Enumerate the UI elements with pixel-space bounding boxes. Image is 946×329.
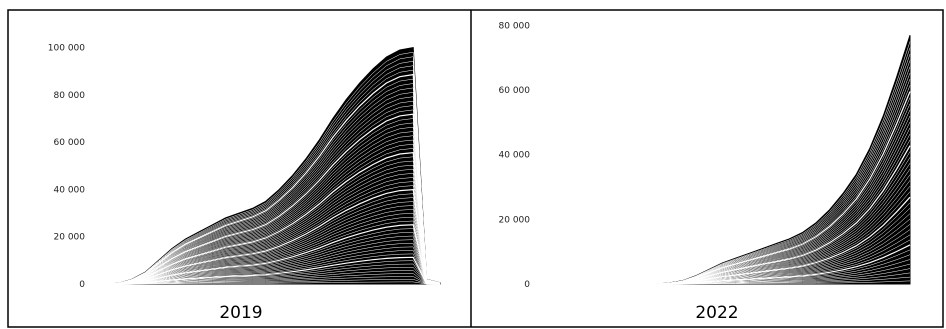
series-boundary-16 <box>104 232 441 285</box>
y-tick-label: 20 000 <box>499 215 531 225</box>
series-boundary-36 <box>104 151 441 285</box>
series-boundary-47 <box>104 105 441 285</box>
y-tick-label: 60 000 <box>499 86 531 96</box>
series-boundary-44 <box>575 41 911 285</box>
series-boundary-49 <box>104 96 441 285</box>
series-boundary-5 <box>105 270 441 285</box>
series-boundary-10 <box>104 253 441 285</box>
series-boundary-51 <box>104 87 441 285</box>
series-boundary-32 <box>104 169 441 285</box>
y-tick-label: 80 000 <box>54 91 86 101</box>
series-boundary-6 <box>104 267 441 285</box>
series-boundary-30 <box>104 177 441 285</box>
series-boundary-29 <box>104 181 441 285</box>
y-tick-label: 40 000 <box>499 151 531 161</box>
series-boundary-40 <box>104 135 441 285</box>
series-boundary-12 <box>104 246 441 285</box>
y-tick-label: 0 <box>524 280 530 290</box>
series-boundary-1 <box>105 281 440 285</box>
series-boundary-58 <box>104 56 441 285</box>
series-boundary-57 <box>104 60 441 285</box>
y-axis-ticks: 0 20 000 40 000 60 000 80 000 100 000 <box>48 44 85 290</box>
series-boundary-33 <box>104 164 441 285</box>
series-boundary-9 <box>104 256 441 285</box>
series-boundary-27 <box>104 188 441 285</box>
series-boundary-46 <box>104 109 441 285</box>
panel-title: 2022 <box>695 303 738 323</box>
y-tick-label: 60 000 <box>54 138 86 148</box>
series-boundary-20 <box>104 216 441 285</box>
series-boundary-24 <box>104 201 441 285</box>
series-boundary-13 <box>104 243 441 285</box>
panel-title: 2019 <box>219 303 262 323</box>
series-boundary-42 <box>104 126 441 285</box>
series-boundary-39 <box>104 139 441 285</box>
series-boundary-48 <box>104 100 441 285</box>
series-boundary-52 <box>104 83 441 285</box>
series-boundary-23 <box>104 205 441 285</box>
series-boundary-54 <box>104 73 441 285</box>
series-boundary-55 <box>104 69 441 285</box>
series-boundary-14 <box>104 239 441 285</box>
y-axis-ticks: 0 20 000 40 000 60 000 80 000 <box>499 22 531 291</box>
series-boundary-19 <box>104 220 441 285</box>
series-boundary-28 <box>104 185 441 285</box>
series-boundary-11 <box>104 250 441 285</box>
y-tick-label: 80 000 <box>499 22 531 32</box>
series-boundary-43 <box>104 122 441 285</box>
chart-panel-2019: 0 20 000 40 000 60 000 80 000 100 000 2019 <box>48 44 441 323</box>
series-boundary-56 <box>104 65 441 285</box>
series-boundary-41 <box>104 131 441 285</box>
stacked-areas <box>575 35 911 285</box>
series-boundary-2 <box>105 279 441 285</box>
chart-panel-2022: 0 20 000 40 000 60 000 80 000 2022 <box>499 22 911 323</box>
y-tick-label: 40 000 <box>54 186 86 196</box>
series-boundary-25 <box>104 197 441 285</box>
series-boundary-38 <box>104 143 441 285</box>
series-boundary-59 <box>104 51 441 285</box>
stacked-areas <box>104 47 441 285</box>
series-boundary-4 <box>105 273 441 285</box>
series-boundary-15 <box>104 235 441 285</box>
series-boundary-22 <box>104 209 441 285</box>
y-tick-label: 20 000 <box>54 233 86 243</box>
series-boundary-45 <box>104 113 441 285</box>
series-boundary-18 <box>104 224 441 285</box>
y-tick-label: 100 000 <box>48 44 85 54</box>
series-boundary-7 <box>104 263 441 285</box>
series-boundary-21 <box>104 213 441 285</box>
series-boundary-50 <box>104 92 441 285</box>
series-boundary-34 <box>104 160 441 285</box>
series-boundary-31 <box>104 173 441 285</box>
y-tick-label: 0 <box>79 280 85 290</box>
series-boundary-37 <box>104 148 441 285</box>
